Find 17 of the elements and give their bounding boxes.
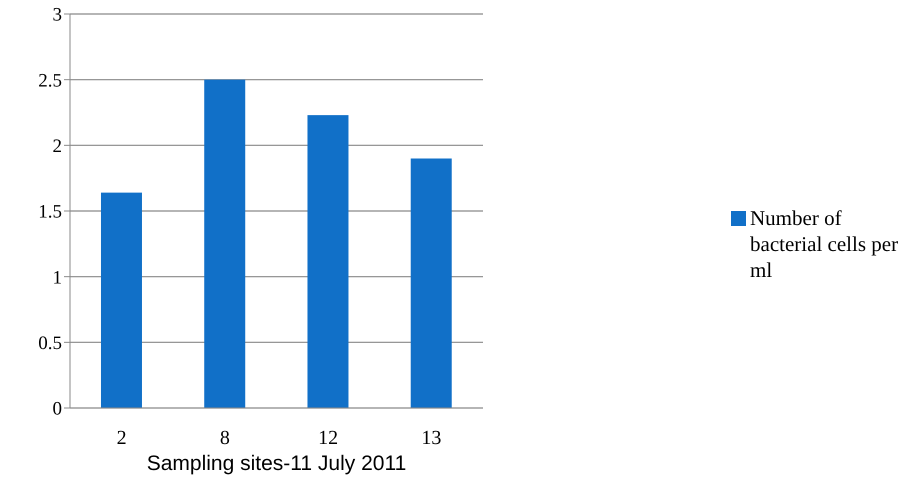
y-tick-label: 0.5: [38, 333, 62, 354]
bar: [410, 158, 452, 408]
bar: [307, 115, 348, 408]
x-tick-label: 2: [116, 427, 127, 450]
bar: [100, 192, 142, 408]
y-tick-label: 0: [52, 398, 62, 420]
x-tick-label: 8: [220, 427, 230, 450]
y-tick-label: 1: [52, 267, 62, 288]
y-tick-label: 2.5: [38, 70, 62, 92]
y-tick-label: 1.5: [38, 202, 62, 223]
y-tick-label: 2: [52, 136, 62, 158]
y-tick-label: 3: [52, 4, 62, 26]
bar: [204, 80, 246, 408]
x-tick-label: 12: [318, 427, 338, 450]
x-axis-title: Sampling sites-11 July 2011: [146, 452, 406, 475]
legend-label: Number of bacterial cells per ml: [750, 205, 900, 283]
x-tick-label: 13: [421, 427, 442, 450]
